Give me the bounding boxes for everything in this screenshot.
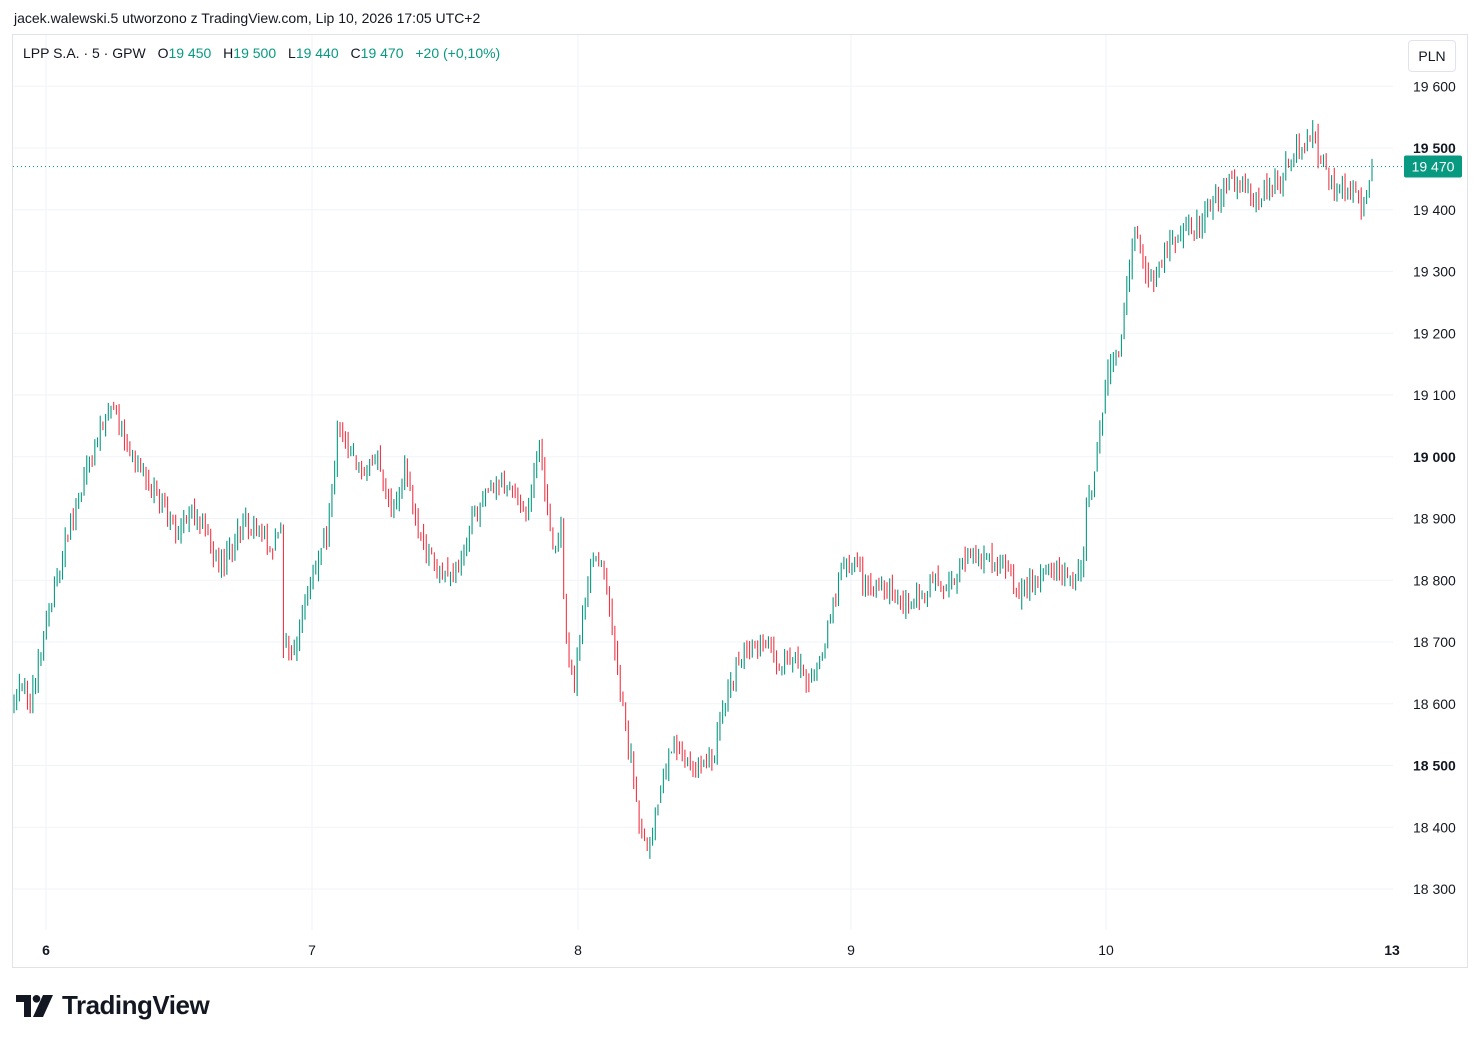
last-price-line: 19 470	[13, 155, 1462, 178]
low-label: L	[288, 45, 296, 61]
tradingview-logo-text: TradingView	[62, 990, 210, 1020]
time-tick-label: 13	[1384, 942, 1400, 958]
chart-caption: jacek.walewski.5 utworzono z TradingView…	[14, 10, 481, 26]
price-tick-label: 19 200	[1413, 325, 1456, 341]
time-tick-label: 8	[574, 942, 582, 958]
price-tick-label: 19 000	[1413, 449, 1456, 465]
time-tick-label: 10	[1098, 942, 1114, 958]
high-value: 19 500	[233, 45, 277, 61]
time-tick-label: 9	[847, 942, 855, 958]
chart-frame[interactable]	[12, 34, 1468, 968]
price-tick-label: 19 100	[1413, 387, 1456, 403]
symbol-name[interactable]: LPP S.A. · 5 · GPW	[23, 45, 146, 61]
price-tick-label: 18 800	[1413, 572, 1456, 588]
close-label: C	[350, 45, 361, 61]
price-bars	[13, 120, 1373, 859]
price-tick-label: 19 400	[1413, 202, 1456, 218]
change-value: +20 (+0,10%)	[415, 45, 501, 61]
price-tick-label: 18 900	[1413, 511, 1456, 527]
price-tick-label: 18 700	[1413, 634, 1456, 650]
price-tick-label: 19 500	[1413, 140, 1456, 156]
price-tick-label: 18 300	[1413, 881, 1456, 897]
tradingview-logo-icon	[16, 994, 53, 1017]
price-tick-label: 18 400	[1413, 819, 1456, 835]
price-tick-label: 19 300	[1413, 264, 1456, 280]
low-value: 19 440	[295, 45, 339, 61]
last-price-badge	[1404, 155, 1462, 178]
currency-button[interactable]: PLN	[1408, 40, 1456, 72]
open-value: 19 450	[168, 45, 212, 61]
time-axis: 6 7 8 9 10 13	[42, 942, 1400, 958]
high-label: H	[223, 45, 234, 61]
tradingview-logo[interactable]: TradingView	[16, 990, 210, 1021]
price-tick-label: 19 600	[1413, 78, 1456, 94]
close-value: 19 470	[360, 45, 404, 61]
time-tick-label: 7	[308, 942, 316, 958]
price-tick-label: 18 500	[1413, 758, 1456, 774]
last-price-label: 19 470	[1412, 159, 1455, 175]
price-axis: 18 300 18 400 18 500 18 600 18 700 18 800 18 9…	[1413, 78, 1456, 897]
open-label: O	[157, 45, 169, 61]
symbol-legend[interactable]: LPP S.A. · 5 · GPW O19 450 H19 500 L19 4…	[23, 45, 500, 61]
time-tick-label: 6	[42, 942, 50, 958]
grid-lines	[13, 35, 1393, 930]
price-tick-label: 18 600	[1413, 696, 1456, 712]
